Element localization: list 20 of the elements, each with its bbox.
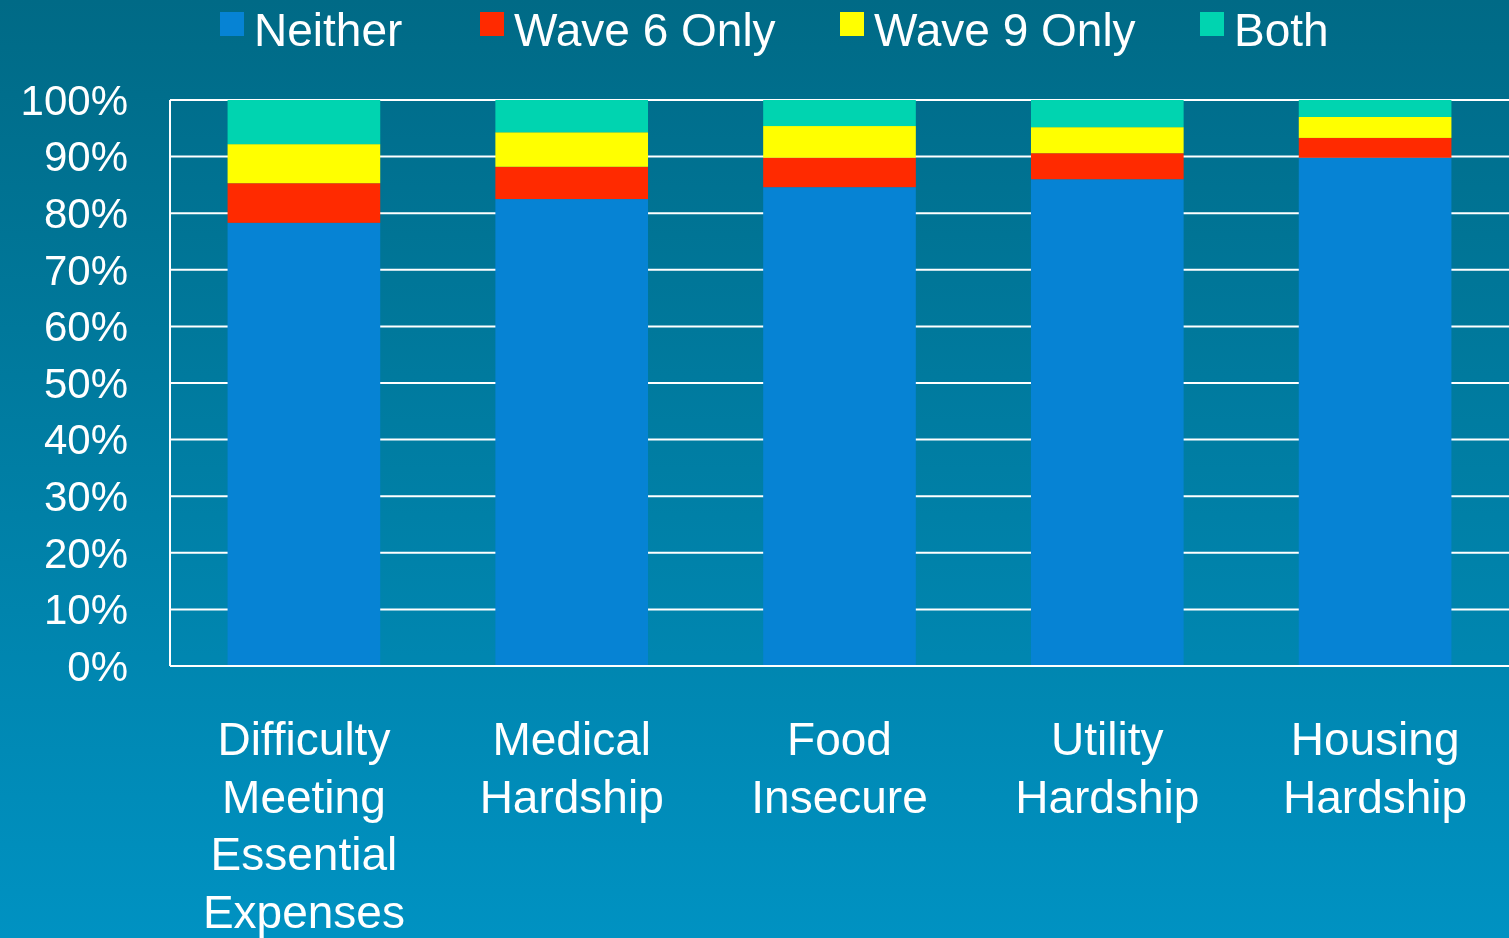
y-tick-label: 40%	[43, 416, 128, 464]
x-tick-label: Utility Hardship	[1015, 713, 1200, 823]
y-tick-label: 70%	[43, 246, 128, 294]
y-tick-label: 50%	[43, 359, 128, 407]
legend-label: Neither	[254, 4, 403, 57]
y-tick-label: 100%	[20, 76, 128, 124]
y-tick-label: 90%	[43, 133, 128, 181]
legend-label: Wave 6 Only	[514, 4, 776, 57]
y-tick-label: 30%	[43, 472, 128, 520]
y-tick-label: 0%	[67, 642, 128, 690]
y-tick-label: 10%	[43, 586, 128, 634]
x-tick-label: Food Insecure	[751, 713, 928, 823]
legend-label: Wave 9 Only	[874, 4, 1136, 57]
x-tick-label: Difficulty Meeting Essential Expenses	[202, 713, 405, 938]
y-tick-label: 20%	[43, 529, 128, 577]
x-tick-label: Medical Hardship	[479, 713, 664, 823]
y-tick-label: 80%	[43, 189, 128, 237]
y-tick-label: 60%	[43, 303, 128, 351]
x-tick-label: Housing Hardship	[1283, 713, 1468, 823]
legend-label: Both	[1234, 4, 1329, 57]
